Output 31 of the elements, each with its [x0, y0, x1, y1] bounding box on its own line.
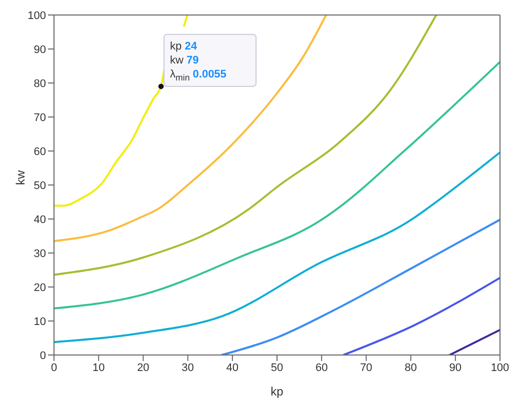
x-tick-label: 80: [404, 362, 417, 374]
x-tick-label: 100: [490, 362, 510, 374]
x-tick-label: 90: [449, 362, 462, 374]
x-tick-label: 70: [360, 362, 372, 374]
y-tick-label: 70: [34, 112, 46, 124]
x-axis-title: kp: [270, 384, 284, 399]
annotation: kw 79: [170, 54, 199, 66]
x-tick-label: 40: [226, 362, 239, 374]
y-tick-label: 80: [34, 78, 46, 90]
annotation: kp 24: [170, 40, 198, 52]
line-series: [54, 15, 328, 242]
y-tick-label: 60: [34, 146, 46, 158]
line-series: [54, 15, 438, 276]
y-tick-label: 10: [34, 316, 46, 328]
x-tick-label: 20: [137, 362, 150, 374]
x-tick-label: 10: [92, 362, 105, 374]
x-tick-label: 50: [270, 362, 284, 374]
y-tick-label: 40: [34, 214, 46, 226]
y-tick-label: 50: [34, 180, 46, 192]
y-tick-label: 100: [28, 10, 46, 22]
y-tick-label: 20: [34, 282, 46, 294]
x-tick-label: 60: [315, 362, 328, 374]
annotation: λ$_{min}$ 0.0055: [170, 68, 226, 82]
line-series: [54, 151, 500, 344]
x-tick-label: 30: [182, 362, 194, 374]
line-series: [220, 218, 500, 355]
y-axis-title: kw: [13, 170, 28, 185]
y-tick-label: 0: [40, 350, 46, 362]
x-tick-label: 0: [50, 362, 58, 374]
y-tick-label: 90: [34, 44, 46, 56]
y-tick-label: 30: [34, 248, 46, 260]
